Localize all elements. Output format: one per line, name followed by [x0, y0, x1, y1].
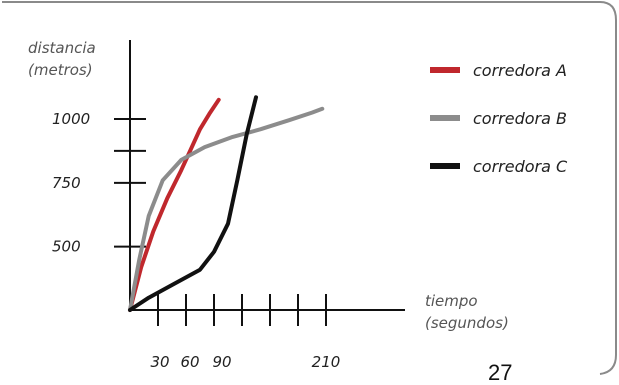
x-tick-label: 210	[312, 353, 341, 371]
y-tick-label: 500	[52, 238, 81, 256]
axes	[129, 40, 405, 311]
y-tick-label: 750	[52, 174, 81, 192]
chart-frame-border	[2, 0, 617, 375]
series-line-corredora-a	[128, 97, 221, 312]
x-tick-label: 30	[150, 353, 169, 371]
legend: corredora A corredora B corredora C	[430, 61, 568, 176]
x-tick-label: 60	[180, 353, 199, 371]
y-axis-label: (metros)	[28, 61, 93, 79]
series-lines	[128, 95, 325, 312]
y-tick-label: 1000	[52, 110, 90, 128]
axis-labels: distancia (metros) tiempo (segundos)	[28, 39, 509, 332]
x-tick-label: 90	[212, 353, 231, 371]
legend-label: corredora B	[473, 109, 567, 128]
y-axis-label: distancia	[28, 39, 96, 57]
series-line-corredora-b	[128, 106, 325, 312]
ticks: 1000 750 500 30 60 90 210	[52, 110, 340, 371]
legend-label: corredora A	[473, 61, 567, 80]
series-line-corredora-c	[128, 95, 258, 312]
x-axis-label: (segundos)	[425, 314, 509, 332]
x-axis-label: tiempo	[425, 292, 478, 310]
page-number: 27	[488, 360, 513, 385]
legend-label: corredora C	[473, 157, 568, 176]
